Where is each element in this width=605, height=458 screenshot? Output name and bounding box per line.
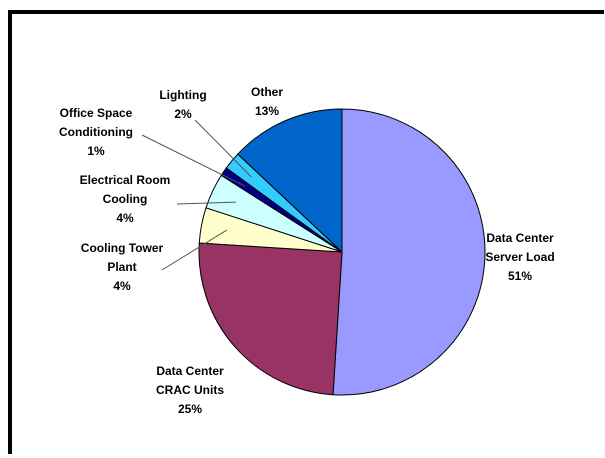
- slice-label-cooling-tower-plant: Cooling Tower Plant 4%: [81, 241, 164, 293]
- slice-label-lighting: Lighting 2%: [159, 88, 206, 121]
- slice-label-other: Other 13%: [251, 85, 283, 118]
- pie-chart: Data Center Server Load 51% Data Center CRAC…: [59, 85, 555, 416]
- leader-line-electrical-room-cooling: [176, 201, 236, 205]
- slice-label-data-center-crac-units: Data Center CRAC Units 25%: [156, 364, 224, 416]
- slice-label-electrical-room-cooling: Electrical Room Cooling 4%: [80, 173, 171, 225]
- chart-frame: Data Center Server Load 51% Data Center CRAC…: [8, 10, 604, 454]
- slice-label-data-center-server-load: Data Center Server Load 51%: [485, 231, 554, 283]
- pie-slice-data-center-crac-units: [198, 242, 343, 396]
- pie-slice-other: [237, 108, 343, 254]
- slice-label-office-space-conditioning: Office Space Conditioning 1%: [59, 106, 133, 158]
- leader-line-cooling-tower-plant: [161, 229, 228, 271]
- pie-slice-data-center-server-load: [332, 108, 486, 396]
- leader-line-lighting: [194, 119, 253, 178]
- leader-line-office-space-conditioning: [141, 134, 246, 187]
